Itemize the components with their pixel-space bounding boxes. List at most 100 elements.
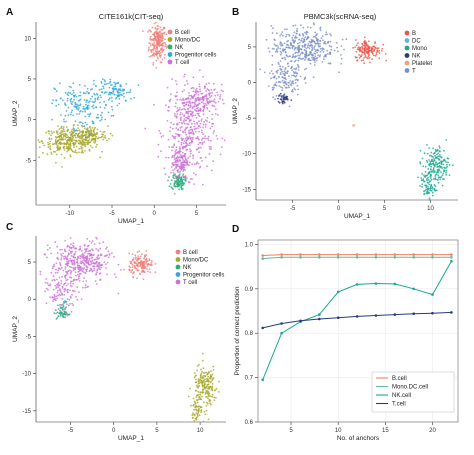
data-point [76,286,79,288]
data-point [177,163,179,166]
data-point [88,148,91,151]
data-point [174,113,176,115]
data-point [74,268,76,271]
data-point [369,49,372,52]
data-point [81,125,84,128]
legend-marker [167,59,173,65]
data-point [209,140,212,142]
data-point [65,264,68,266]
data-point [421,172,423,175]
data-point [86,123,88,126]
data-point [57,133,59,136]
data-point [184,175,187,177]
y-tick-label: -5 [26,158,32,164]
data-point [304,31,306,34]
data-point [124,99,127,102]
data-point [274,83,277,86]
data-point [198,115,201,118]
data-point [71,150,74,153]
data-point [77,271,80,273]
y-tick-label: 1.0 [245,242,254,248]
data-point [361,54,363,56]
data-point [363,62,365,65]
data-point [203,141,206,143]
data-point [170,179,173,182]
data-point [78,273,81,275]
data-point [175,102,177,105]
data-point [300,24,302,27]
data-point [95,106,97,109]
data-point [64,135,66,137]
data-point [197,143,200,146]
data-point [179,165,182,168]
data-point [70,133,73,135]
data-point [310,41,313,44]
data-point [95,283,98,285]
data-point [173,156,176,159]
data-point [75,296,77,298]
data-point [261,378,265,382]
data-point [64,114,67,117]
data-point [417,176,419,179]
data-point [221,137,224,140]
data-point [66,99,69,102]
data-point [180,176,183,178]
data-point [72,282,74,285]
data-point [285,71,287,74]
data-point [108,253,111,256]
data-point [431,311,434,315]
data-point [273,76,276,79]
data-point [79,130,82,133]
data-point [81,136,84,139]
data-point [438,158,441,161]
data-point [178,148,181,150]
data-point [340,54,342,56]
data-point [181,113,184,115]
data-point [175,95,177,98]
data-point [217,114,219,116]
data-point [437,181,440,184]
data-point [145,254,148,256]
data-point [425,186,428,189]
data-point [53,279,56,282]
data-point [279,81,282,83]
data-point [213,130,216,133]
data-point [278,76,280,78]
data-point [181,108,184,111]
data-point [58,148,61,151]
data-point [59,312,61,315]
data-point [302,41,305,44]
data-point [70,252,72,255]
data-point [83,267,86,269]
data-point [199,166,201,169]
data-point [163,167,166,170]
data-point [180,116,182,119]
data-point [171,163,174,166]
chart-title: CITE161k(CIT-seq) [99,12,164,21]
x-tick-label: 5 [195,211,199,217]
data-point [189,178,192,181]
data-point [106,254,108,257]
data-point [54,309,57,312]
data-point [305,67,308,70]
data-point [345,38,348,41]
data-point [290,66,293,69]
data-point [426,152,429,155]
data-point [433,188,436,191]
data-point [188,117,190,120]
data-point [104,118,107,121]
data-point [303,55,306,58]
data-point [186,117,189,120]
data-point [281,57,284,60]
data-point [309,62,312,65]
data-point [83,264,86,266]
data-point [129,89,132,91]
data-point [184,146,187,149]
data-point [182,188,184,190]
data-point [102,85,104,88]
data-point [267,47,270,49]
data-point [173,177,175,180]
data-point [99,101,101,104]
data-point [183,153,186,155]
data-point [76,113,78,115]
